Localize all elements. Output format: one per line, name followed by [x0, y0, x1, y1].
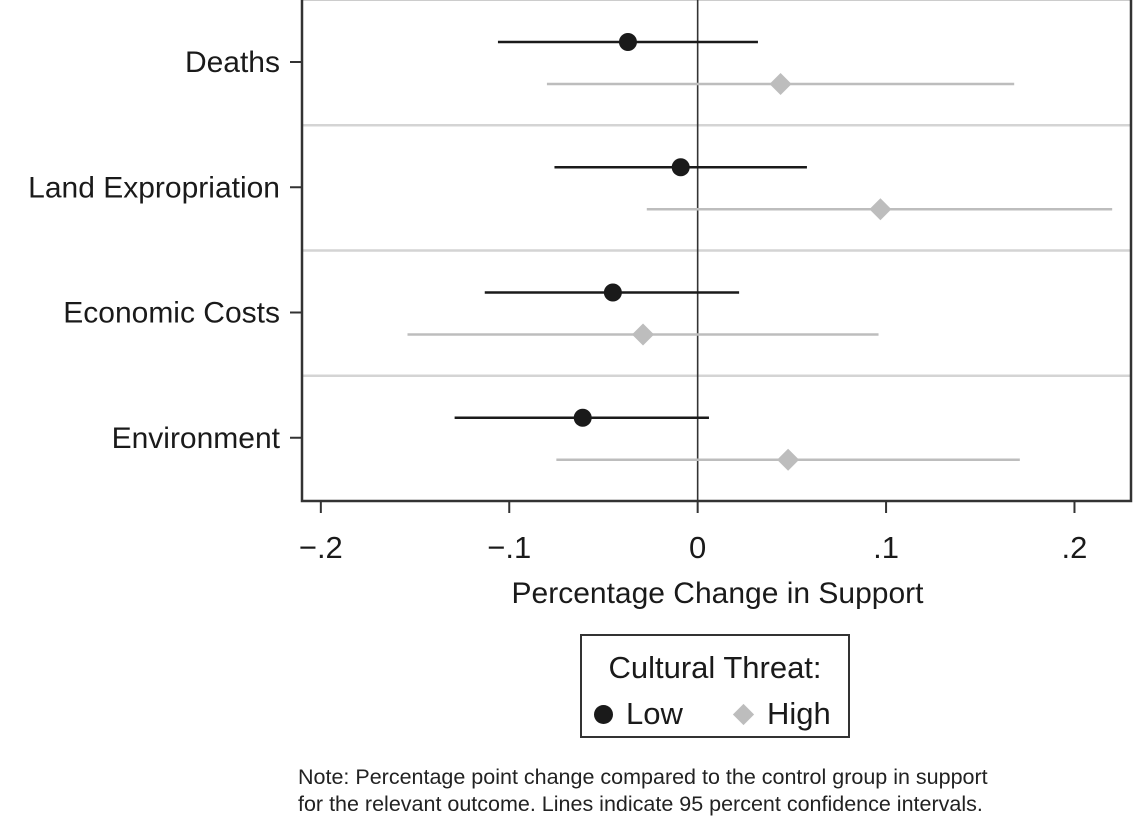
circle-marker-icon: [594, 704, 613, 724]
y-tick-label: Deaths: [185, 46, 280, 79]
x-tick-label: −.1: [487, 530, 531, 565]
plot-frame: [300, 0, 1133, 503]
legend-item-low: Low: [594, 696, 683, 732]
point-low: [671, 158, 690, 177]
figure-note: Note: Percentage point change compared t…: [298, 764, 1138, 818]
point-low: [573, 408, 592, 427]
x-tick-label: 0: [689, 530, 706, 565]
note-line-2: for the relevant outcome. Lines indicate…: [298, 792, 983, 816]
point-low: [618, 33, 637, 51]
point-low: [603, 283, 622, 302]
legend-title: Cultural Threat:: [608, 650, 822, 685]
x-tick-label: .2: [1062, 530, 1088, 565]
y-tick-label: Economic Costs: [63, 297, 280, 330]
point-high: [869, 198, 892, 221]
legend-item-high: High: [732, 696, 831, 732]
legend-label-low: Low: [626, 696, 683, 731]
y-tick-label: Environment: [112, 422, 281, 455]
coefficient-plot: Deaths Land Expropriation Economic Costs En…: [28, 0, 1133, 610]
note-line-1: Note: Percentage point change compared t…: [298, 765, 988, 789]
point-high: [632, 323, 655, 346]
diamond-marker-icon: [732, 703, 755, 725]
y-tick-label: Land Expropriation: [28, 171, 280, 204]
x-tick-label: .1: [873, 530, 899, 565]
x-tick-label: −.2: [299, 530, 343, 565]
point-high: [777, 448, 800, 471]
point-high: [769, 73, 792, 95]
legend-label-high: High: [767, 696, 831, 731]
x-axis-label: Percentage Change in Support: [512, 577, 925, 610]
legend: Cultural Threat: Low High: [580, 634, 850, 738]
